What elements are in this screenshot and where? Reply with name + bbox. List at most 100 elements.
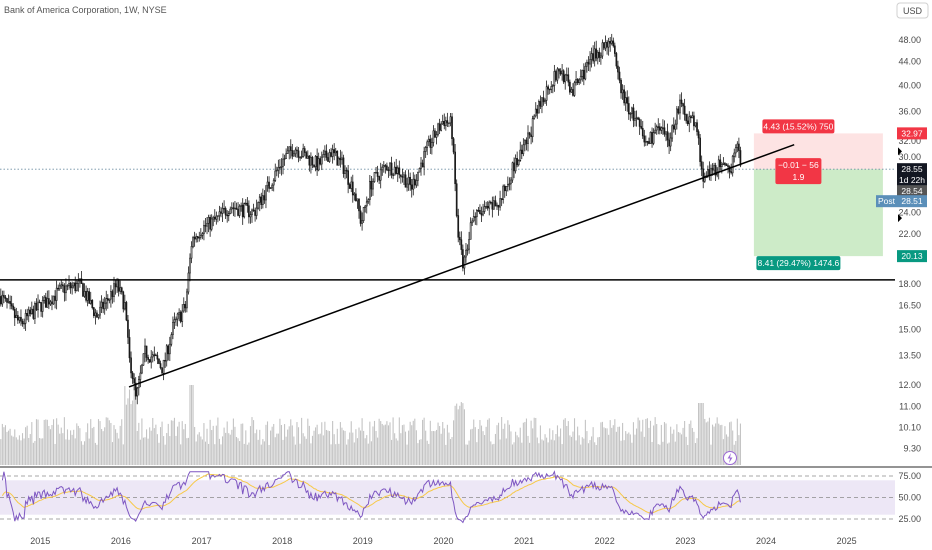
candle-body — [142, 353, 145, 366]
candle-body — [198, 236, 201, 239]
x-tick-label: 2017 — [192, 536, 212, 546]
volume-bar — [377, 437, 379, 465]
price-candles — [0, 33, 742, 405]
candle-body — [420, 162, 422, 169]
candle-body — [184, 304, 187, 309]
volume-bar — [99, 421, 101, 465]
candle-body — [1, 294, 4, 305]
volume-bar — [321, 422, 323, 465]
candle-body — [462, 249, 464, 269]
volume-bar — [259, 429, 261, 465]
candle-body — [110, 291, 112, 300]
volume-bar — [307, 418, 309, 465]
drawings[interactable] — [0, 144, 895, 388]
volume-bar — [460, 402, 462, 465]
volume-bar — [702, 403, 704, 465]
volume-bar — [656, 424, 658, 465]
volume-bar — [668, 442, 670, 465]
volume-bar — [612, 425, 614, 465]
volume-bar — [449, 439, 452, 465]
candle-body — [448, 122, 450, 124]
volume-bar — [725, 434, 728, 465]
lightning-icon[interactable] — [723, 451, 737, 465]
candle-body — [410, 184, 413, 190]
volume-bar — [594, 442, 596, 465]
volume-bar — [471, 428, 473, 465]
volume-bar — [417, 443, 419, 465]
volume-bar — [299, 443, 301, 465]
candle-body — [105, 298, 108, 304]
volume-bar — [651, 441, 653, 465]
volume-bar — [696, 438, 698, 465]
volume-bar — [186, 438, 188, 465]
volume-bar — [29, 434, 31, 465]
volume-bar — [253, 420, 255, 465]
candle-body — [122, 291, 125, 310]
candle-body — [212, 216, 215, 220]
volume-bar — [372, 426, 374, 465]
volume-bar — [397, 440, 399, 465]
candle-body — [192, 237, 194, 247]
volume-bar — [688, 423, 690, 465]
volume-bar — [327, 430, 329, 465]
volume-bar — [496, 425, 498, 465]
volume-bar — [324, 421, 326, 465]
candle-body — [283, 158, 286, 160]
volume-bar — [232, 418, 234, 465]
candle-body — [223, 208, 225, 210]
time-axis[interactable]: 2015 2016 2017 2018 2019 2020 2021 2022 2023 2024… — [30, 536, 856, 546]
volume-bar — [546, 437, 548, 465]
candle-body — [306, 155, 309, 159]
volume-bar — [724, 426, 726, 465]
candle-body — [229, 208, 232, 214]
candle-body — [141, 364, 143, 374]
volume-bar — [711, 424, 714, 465]
volume-bar — [425, 430, 427, 465]
candle-body — [176, 313, 179, 320]
candle-body — [387, 169, 390, 171]
candle-body — [210, 218, 213, 230]
volume-bar — [567, 421, 569, 465]
y-tick-label: 24.00 — [898, 207, 921, 217]
candle-body — [217, 215, 219, 217]
volume-bar — [521, 442, 523, 465]
candle-body — [460, 239, 463, 250]
volume-bar — [736, 418, 738, 465]
volume-bar — [693, 431, 695, 465]
candle-body — [382, 165, 385, 168]
volume-bar — [310, 443, 312, 465]
candle-body — [637, 117, 639, 120]
candle-body — [589, 59, 591, 65]
candle-body — [189, 257, 191, 274]
candle-body — [389, 162, 391, 171]
candle-body — [424, 147, 427, 152]
candle-body — [356, 198, 359, 202]
currency-badge[interactable] — [896, 2, 929, 19]
currency-label: USD — [903, 6, 923, 16]
volume-bar — [541, 439, 543, 465]
candle-body — [150, 356, 153, 363]
candle-body — [319, 158, 322, 165]
candle-body — [714, 165, 717, 176]
long-position-tool[interactable]: 4.43 (15.52%) 750 −0.01 − 56 1.9 8.41 (29.4… — [0, 119, 895, 271]
volume-bar — [429, 420, 431, 465]
volume-bar — [339, 422, 341, 465]
volume-bar — [110, 422, 112, 465]
volume-bar — [322, 435, 324, 465]
stop-price-tag: 32.97 — [901, 128, 923, 138]
candle-body — [609, 41, 612, 44]
candle-body — [446, 120, 449, 124]
candle-body — [666, 131, 669, 141]
candle-body — [286, 150, 289, 154]
candle-body — [147, 357, 149, 360]
volume-bar — [60, 427, 62, 465]
candle-body — [720, 164, 723, 168]
candle-body — [434, 130, 436, 138]
candle-body — [85, 290, 87, 301]
candle-body — [265, 185, 267, 201]
volume-bar — [479, 420, 481, 465]
candle-body — [131, 372, 134, 380]
candle-body — [570, 89, 573, 93]
